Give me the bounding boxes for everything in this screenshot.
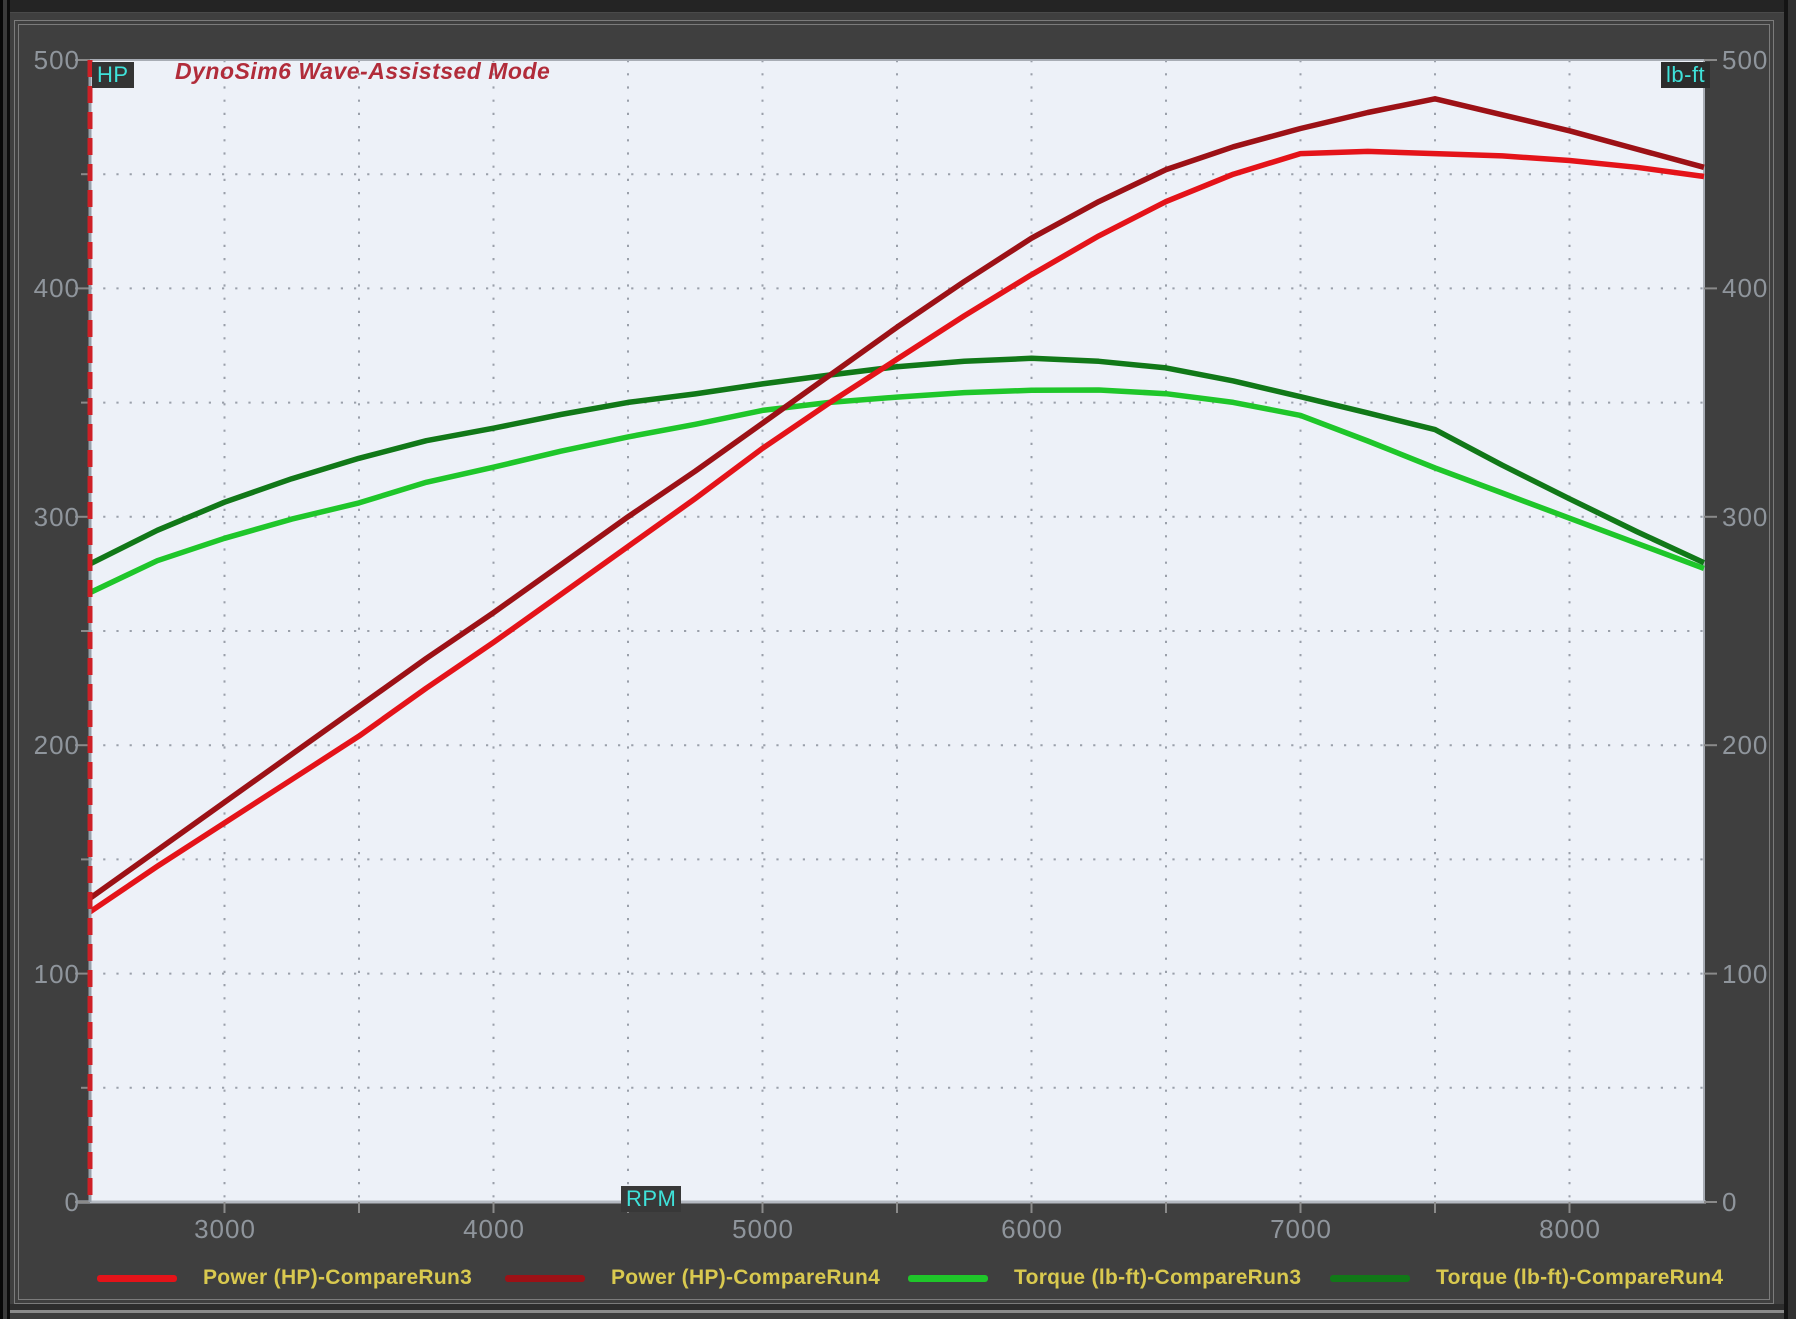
x-axis-tick-label: 5000 <box>732 1214 794 1244</box>
legend-label: Torque (lb-ft)-CompareRun4 <box>1436 1266 1724 1289</box>
legend-item-torque-lb-ft-comparerun4: Torque (lb-ft)-CompareRun4 <box>1330 1262 1723 1294</box>
y-axis-right-tick-label: 400 <box>1722 273 1769 303</box>
curve-power-hp-comparerun4 <box>88 96 1705 901</box>
curve-torque-lb-ft-comparerun4 <box>88 355 1706 567</box>
y-axis-left-tick-label: 300 <box>33 502 80 532</box>
chart-title: DynoSim6 Wave-Assistsed Mode <box>175 58 551 84</box>
left-axis-unit-button[interactable]: HP <box>92 62 134 88</box>
x-axis-tick-label: 4000 <box>463 1214 525 1244</box>
x-axis-unit-button[interactable]: RPM <box>621 1186 682 1212</box>
curve-torque-lb-ft-comparerun3 <box>88 387 1705 596</box>
right-axis-unit-button[interactable]: lb-ft <box>1661 62 1711 88</box>
window-left-edge <box>0 0 3 1319</box>
legend-swatch <box>97 1274 177 1282</box>
x-axis-tick-label: 8000 <box>1539 1214 1601 1244</box>
legend-label: Torque (lb-ft)-CompareRun3 <box>1014 1266 1302 1289</box>
y-axis-right-tick-label: 300 <box>1722 502 1769 532</box>
x-axis-tick-label: 7000 <box>1270 1214 1332 1244</box>
window-bottom-band-2 <box>10 1313 1784 1319</box>
legend-item-power-hp-comparerun4: Power (HP)-CompareRun4 <box>505 1262 880 1294</box>
legend-swatch <box>505 1274 585 1282</box>
window-left-edge-mid <box>3 0 7 1319</box>
window-bottom-band <box>10 1304 1784 1310</box>
x-axis-tick-label: 3000 <box>194 1214 256 1244</box>
legend-label: Power (HP)-CompareRun3 <box>203 1266 473 1289</box>
y-axis-right-tick-label: 500 <box>1722 45 1769 75</box>
window-right-edge-outer <box>1788 0 1796 1319</box>
legend-label: Power (HP)-CompareRun4 <box>611 1266 881 1289</box>
legend-item-power-hp-comparerun3: Power (HP)-CompareRun3 <box>97 1262 472 1294</box>
y-axis-right-tick-label: 0 <box>1722 1187 1738 1217</box>
legend-swatch <box>1330 1274 1410 1282</box>
y-axis-left-tick-label: 400 <box>33 273 80 303</box>
y-axis-right-tick-label: 200 <box>1722 730 1769 760</box>
window-bottom-divider <box>10 1310 1784 1313</box>
x-axis-tick-label: 6000 <box>1001 1214 1063 1244</box>
window-right-edge <box>1784 0 1788 1319</box>
y-axis-left-tick-label: 500 <box>33 45 80 75</box>
y-axis-left-tick-label: 200 <box>33 730 80 760</box>
y-axis-left-tick-label: 0 <box>64 1187 80 1217</box>
curve-power-hp-comparerun3 <box>88 148 1705 915</box>
y-axis-right-tick-label: 100 <box>1722 959 1769 989</box>
legend-item-torque-lb-ft-comparerun3: Torque (lb-ft)-CompareRun3 <box>908 1262 1301 1294</box>
y-axis-left-tick-label: 100 <box>33 959 80 989</box>
window-left-edge-inner <box>7 0 10 1319</box>
legend-swatch <box>908 1274 988 1282</box>
window-top-edge <box>0 0 1796 13</box>
